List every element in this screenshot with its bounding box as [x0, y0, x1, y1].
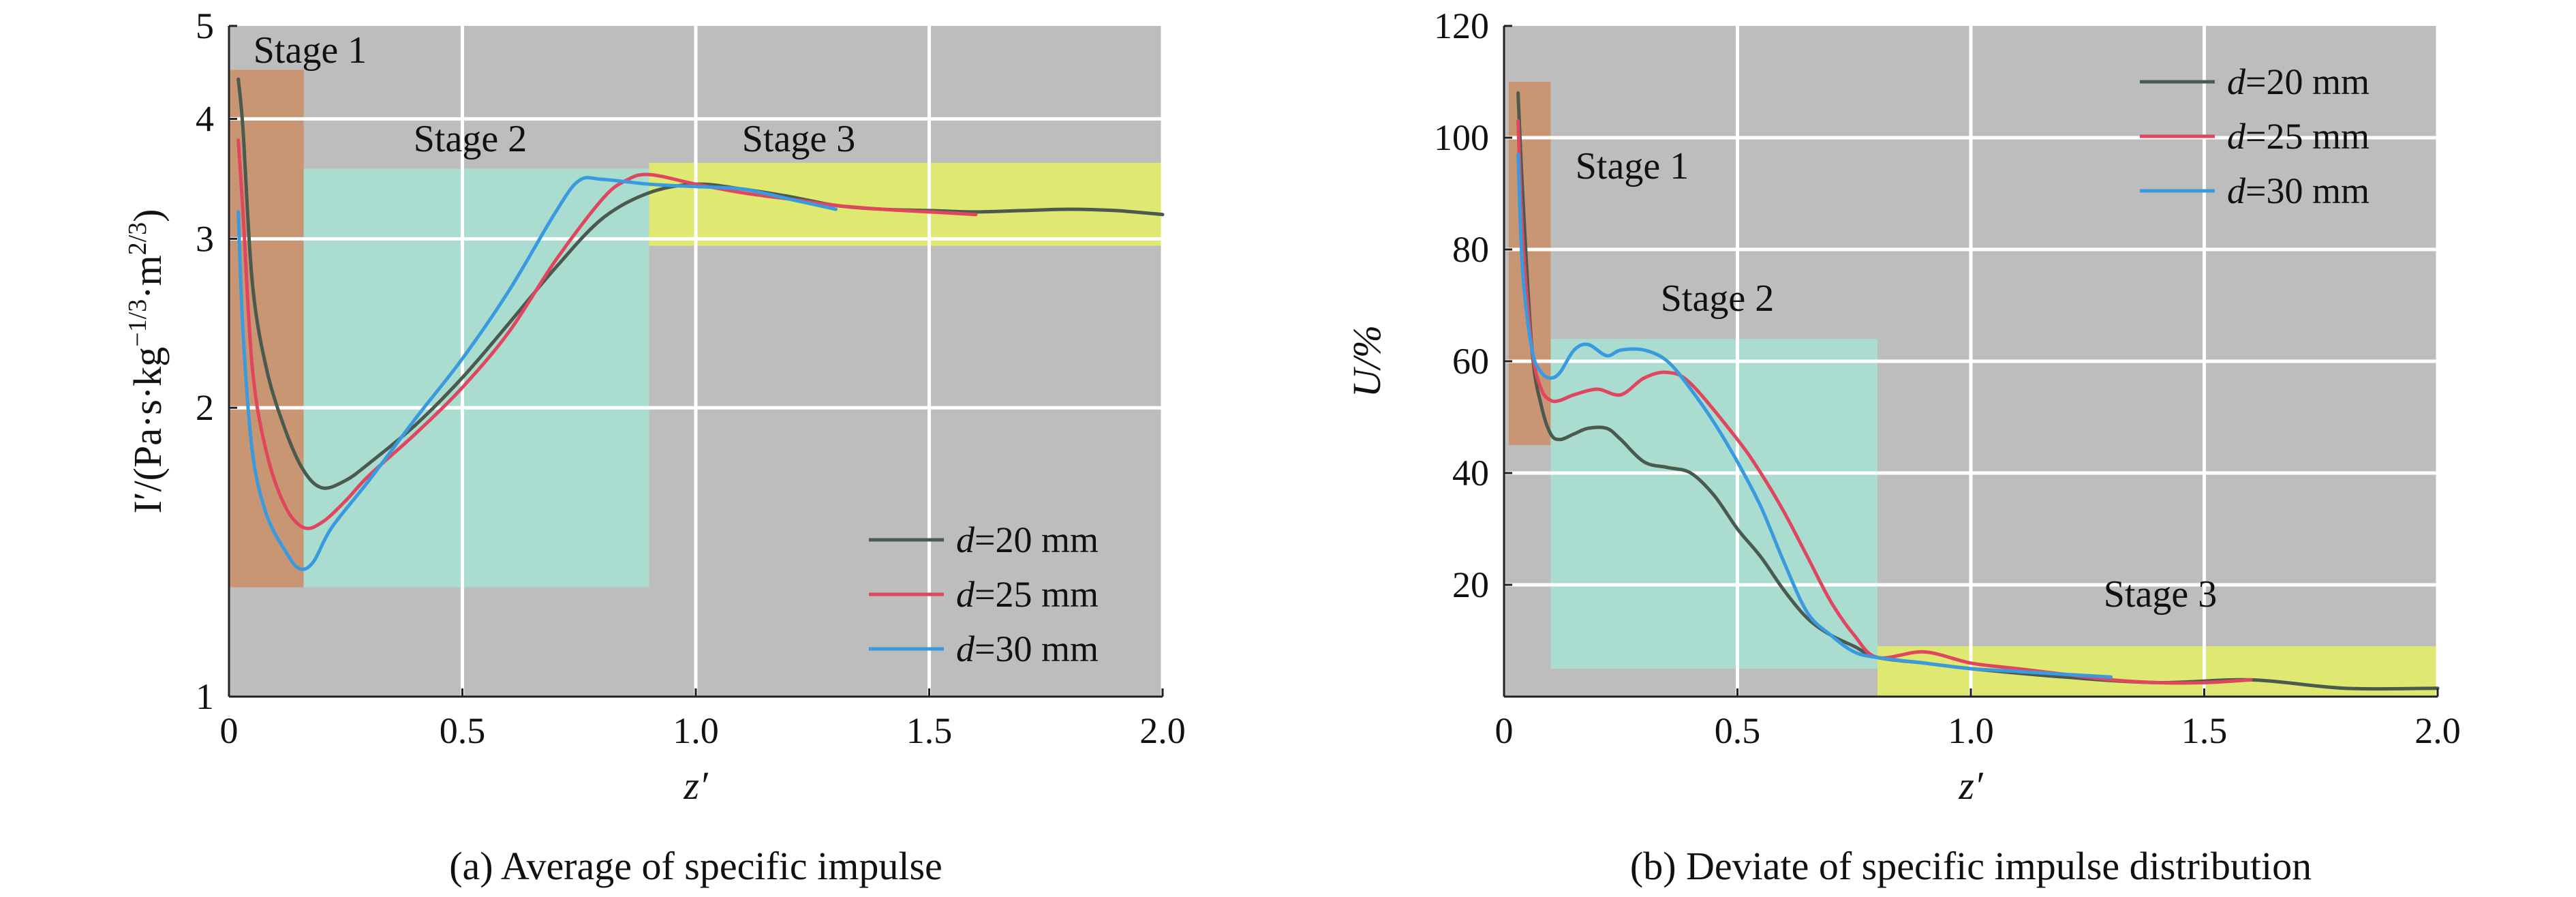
legend: d=20 mm d=25 mm d=30 mm [2140, 61, 2370, 211]
stage-label-1: Stage 1 [254, 29, 367, 72]
legend-label-2: d=25 mm [2227, 116, 2370, 157]
series-line-3 [1516, 153, 2113, 679]
y-tick-label: 60 [1452, 341, 1489, 382]
y-tick-label: 120 [1434, 5, 1489, 46]
x-tick-label: 1.5 [2181, 710, 2228, 751]
x-tick-label: 0.5 [440, 710, 486, 751]
x-axis-label: z′ [1958, 763, 1984, 808]
y-tick-label: 40 [1452, 453, 1489, 493]
y-axis-label: U/% [1345, 325, 1389, 397]
stage-label-2: Stage 2 [1661, 277, 1774, 320]
y-tick-label: 2 [196, 387, 214, 428]
panel-caption: (a) Average of specific impulse [449, 844, 942, 888]
legend-label-1: d=20 mm [956, 519, 1099, 560]
stage-label-2: Stage 2 [414, 118, 527, 160]
panel-caption: (b) Deviate of specific impulse distribu… [1630, 844, 2312, 888]
legend-label-2: d=25 mm [956, 574, 1099, 615]
x-tick-label: 1.0 [673, 710, 719, 751]
y-axis-label: I′/(Pa·s·kg−1/3·m2/3) [123, 209, 170, 514]
legend: d=20 mm d=25 mm d=30 mm [869, 519, 1099, 669]
x-tick-label: 1.5 [906, 710, 953, 751]
legend-label-3: d=30 mm [2227, 170, 2370, 211]
legend-label-3: d=30 mm [956, 628, 1099, 669]
panel-b-deviate-specific-impulse: 0 0.5 1.0 1.5 2.0 20 40 60 80 100 120 z′ U/% Stage 1 S… [1345, 5, 2461, 888]
y-tick-label: 3 [196, 218, 214, 259]
x-axis-label: z′ [683, 763, 709, 808]
y-tick-label: 5 [196, 5, 214, 46]
y-tick-label: 20 [1452, 564, 1489, 605]
x-tick-label: 0 [1495, 710, 1514, 751]
panel-a-average-specific-impulse: 0 0.5 1.0 1.5 2.0 1 2 3 4 5 z′ I′/(Pa·s·kg−1/3·m2/3… [123, 5, 1186, 888]
legend-label-1: d=20 mm [2227, 61, 2370, 102]
y-tick-label: 1 [196, 676, 214, 717]
stage-region-2 [303, 168, 649, 588]
x-tick-label: 2.0 [1139, 710, 1186, 751]
x-tick-label: 1.0 [1948, 710, 1994, 751]
stage-label-1: Stage 1 [1576, 145, 1689, 187]
stage-region-2 [1550, 339, 1877, 669]
x-tick-label: 0 [220, 710, 239, 751]
x-tick-label: 2.0 [2414, 710, 2461, 751]
stage-region-1 [1508, 82, 1551, 445]
x-tick-label: 0.5 [1715, 710, 1761, 751]
stage-label-3: Stage 3 [2104, 573, 2217, 615]
series-line-1 [236, 77, 1165, 490]
y-tick-label: 100 [1434, 117, 1489, 158]
y-tick-label: 4 [196, 98, 214, 139]
stage-label-3: Stage 3 [742, 118, 855, 160]
stage-region-3 [649, 162, 1163, 246]
series-line-3 [236, 176, 838, 571]
y-tick-label: 80 [1452, 229, 1489, 270]
